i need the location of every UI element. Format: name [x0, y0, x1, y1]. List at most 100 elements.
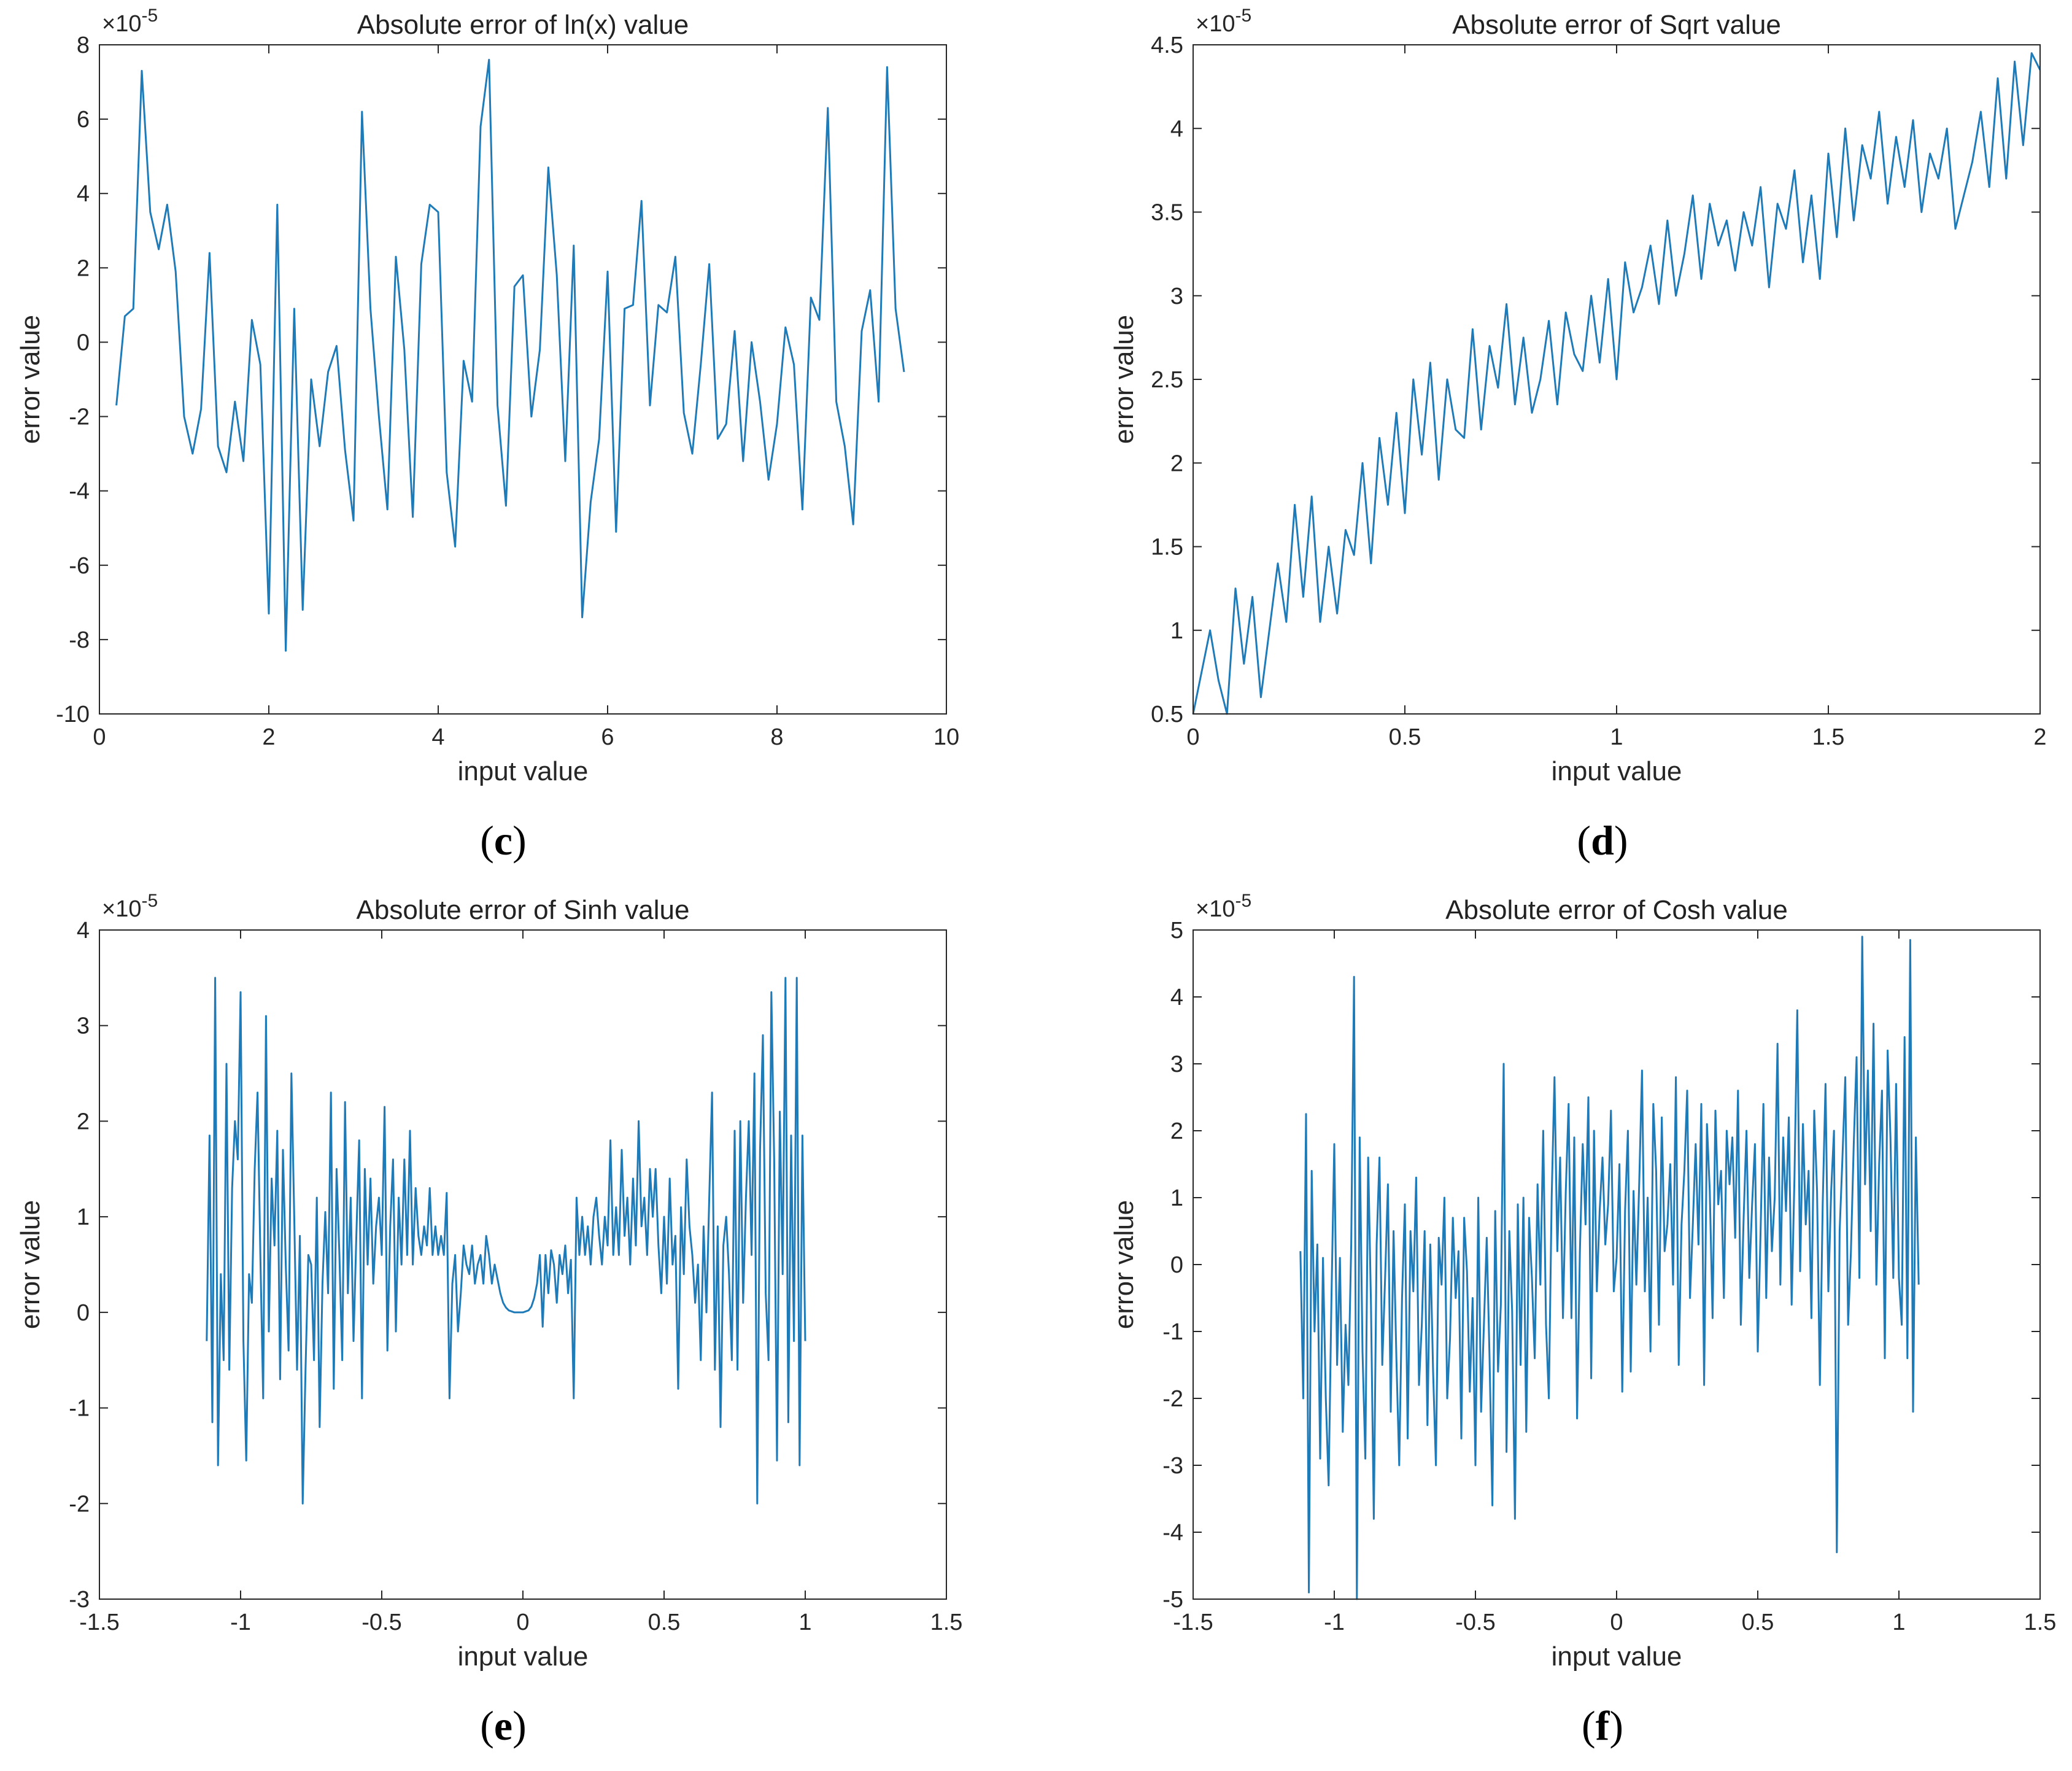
y-tick-label: 6: [77, 107, 90, 133]
y-tick-label: -4: [69, 479, 90, 505]
chart-title: Absolute error of ln(x) value: [357, 10, 689, 40]
x-tick-label: 0: [1186, 724, 1199, 750]
y-axis-label: error value: [1109, 315, 1139, 444]
caption-f: (f): [1582, 1702, 1623, 1749]
series-line: [206, 977, 806, 1505]
chart-title: Absolute error of Sinh value: [357, 895, 690, 925]
y-tick-label: -3: [1162, 1453, 1183, 1479]
y-tick-label: -2: [69, 405, 90, 430]
exponent-base: ×10: [102, 896, 141, 922]
y-tick-label: -8: [69, 627, 90, 653]
exponent-base: ×10: [1196, 11, 1235, 37]
x-tick-label: 0: [516, 1610, 529, 1635]
x-axis-label: input value: [458, 756, 589, 786]
y-tick-label: -2: [69, 1491, 90, 1517]
axes-box: [99, 929, 947, 1600]
x-tick-label: 6: [601, 724, 614, 750]
y-tick-label: -6: [69, 553, 90, 579]
x-tick-label: 1: [1610, 724, 1623, 750]
series-line: [1299, 936, 1920, 1600]
chart-title: Absolute error of Cosh value: [1445, 895, 1788, 925]
x-tick-label: 10: [934, 724, 959, 750]
x-tick-label: 1: [798, 1610, 811, 1635]
y-tick-label: -2: [1162, 1386, 1183, 1412]
y-tick-label: 1.5: [1151, 535, 1183, 560]
x-tick-label: -1: [1324, 1610, 1345, 1635]
x-tick-label: 0.5: [648, 1610, 681, 1635]
exponent-power: -5: [1235, 6, 1251, 26]
y-tick-label: 2: [1170, 1118, 1183, 1144]
panel-e: Absolute error of Sinh value ×10-5 -1.5 -1 -…: [0, 885, 1036, 1771]
exponent-power: -5: [1235, 891, 1251, 911]
chart-e: Absolute error of Sinh value ×10-5 -1.5 -1 -…: [15, 891, 963, 1672]
y-tick-label: 3: [77, 1013, 90, 1039]
x-tick-label: -0.5: [1455, 1610, 1495, 1635]
y-tick-label: -5: [1162, 1587, 1183, 1613]
y-tick-label: 0: [77, 1300, 90, 1326]
exponent-power: -5: [141, 6, 158, 26]
chart-d: Absolute error of Sqrt value×10-50 0.5 1 1.…: [1109, 6, 2047, 786]
exponent-label: ×10-5: [102, 891, 158, 922]
x-tick-label: 1.5: [2024, 1610, 2057, 1635]
y-axis-label: error value: [15, 315, 45, 444]
exponent-label: ×10-5: [102, 6, 158, 37]
x-tick-label: -0.5: [361, 1610, 401, 1635]
panel-c: Absolute error of ln(x) value ×10-5 0 2 4 6 8 1…: [0, 0, 1036, 885]
y-tick-label: 5: [1170, 918, 1183, 944]
x-axis-label: input value: [1552, 756, 1682, 786]
x-tick-label: 2: [2033, 724, 2046, 750]
exponent-base: ×10: [102, 11, 141, 37]
x-tick-label: 0.5: [1389, 724, 1421, 750]
y-tick-label: -10: [56, 702, 90, 727]
y-tick-label: 4: [77, 181, 90, 207]
x-tick-label: -1: [230, 1610, 251, 1635]
caption-d: (d): [1577, 817, 1628, 864]
y-tick-label: 3: [1170, 284, 1183, 309]
x-tick-label: 1.5: [930, 1610, 963, 1635]
chart-title: Absolute error of Sqrt value: [1452, 10, 1781, 40]
y-tick-label: 4: [77, 918, 90, 944]
exponent-label: ×10-5: [1196, 6, 1251, 37]
x-tick-label: 1: [1892, 1610, 1905, 1635]
y-tick-label: 2.5: [1151, 367, 1183, 393]
y-tick-label: -3: [69, 1587, 90, 1613]
y-tick-label: 0.5: [1151, 702, 1183, 727]
y-tick-label: 8: [77, 33, 90, 58]
y-tick-label: 4: [1170, 985, 1183, 1010]
x-axis-label: input value: [458, 1641, 589, 1672]
x-tick-label: 4: [431, 724, 444, 750]
exponent-power: -5: [141, 891, 158, 911]
x-tick-label: 0: [93, 724, 106, 750]
x-axis-label: input value: [1552, 1641, 1682, 1672]
y-axis-label: error value: [1109, 1200, 1139, 1329]
x-tick-label: 0: [1610, 1610, 1623, 1635]
y-tick-label: 2: [77, 255, 90, 281]
y-tick-label: 4: [1170, 116, 1183, 142]
y-tick-label: -1: [1162, 1319, 1183, 1345]
y-tick-label: 0: [1170, 1252, 1183, 1278]
caption-c: (c): [480, 817, 527, 864]
series-line: [1192, 52, 2041, 715]
y-tick-label: -1: [69, 1396, 90, 1422]
y-tick-label: 2: [77, 1109, 90, 1134]
exponent-label: ×10-5: [1196, 891, 1251, 922]
y-tick-label: 1: [1170, 618, 1183, 644]
y-tick-label: 4.5: [1151, 33, 1183, 58]
x-tick-label: 1.5: [1812, 724, 1845, 750]
y-tick-label: 2: [1170, 451, 1183, 476]
chart-f: Absolute error of Cosh value ×10-5 -1.5 -1 -…: [1109, 891, 2057, 1672]
y-tick-label: 1: [77, 1204, 90, 1230]
x-tick-label: -1.5: [79, 1610, 119, 1635]
axes-box: [99, 44, 947, 715]
series-line: [115, 58, 905, 652]
panel-f: Absolute error of Cosh value ×10-5 -1.5 -1 -…: [1036, 885, 2072, 1771]
caption-e: (e): [480, 1702, 527, 1749]
y-tick-label: 0: [77, 330, 90, 355]
y-tick-label: 1: [1170, 1185, 1183, 1211]
y-tick-label: -4: [1162, 1520, 1183, 1546]
x-tick-label: 0.5: [1742, 1610, 1774, 1635]
y-tick-label: 3: [1170, 1052, 1183, 1077]
x-tick-label: 8: [770, 724, 783, 750]
x-tick-label: -1.5: [1173, 1610, 1213, 1635]
